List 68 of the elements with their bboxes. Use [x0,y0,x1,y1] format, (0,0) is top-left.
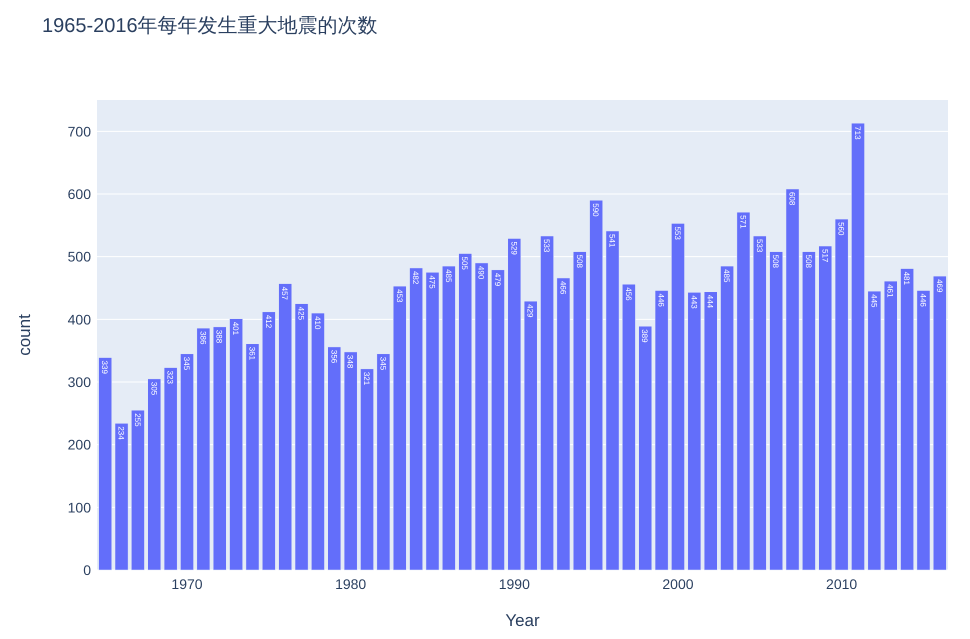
x-tick-label: 1980 [335,576,366,592]
data-label: 339 [100,360,110,374]
data-label: 590 [591,203,600,218]
x-tick-label: 2000 [662,576,694,592]
y-tick-label: 500 [68,248,92,265]
data-label: 388 [214,330,224,344]
data-label: 479 [492,272,502,287]
x-tick-label: 1970 [171,576,203,592]
y-tick-label: 200 [68,436,92,453]
data-label: 482 [411,270,420,285]
data-label: 560 [836,222,846,236]
data-label: 485 [722,269,732,283]
y-axis-title: count [15,314,34,356]
data-label: 461 [886,284,895,298]
data-label: 469 [934,279,944,293]
data-label: 345 [182,356,192,371]
data-label: 571 [738,215,748,230]
data-label: 508 [804,254,813,269]
y-tick-label: 0 [83,562,92,578]
data-label: 401 [231,322,240,336]
data-label: 361 [247,346,256,361]
data-label: 444 [706,294,715,309]
data-label: 389 [640,329,650,344]
data-label: 541 [608,234,617,248]
data-label: 505 [460,256,470,270]
data-label: 348 [346,354,355,369]
data-label: 356 [329,350,338,364]
data-label: 323 [166,370,175,384]
data-label: 443 [689,295,698,310]
y-tick-label: 600 [68,186,92,202]
data-label: 475 [427,275,436,290]
data-label: 508 [574,254,584,269]
chart-title: 1965-2016年每年发生重大地震的次数 [42,15,378,37]
data-label: 456 [624,287,633,302]
data-label: 234 [116,426,126,440]
data-label: 446 [918,294,928,308]
data-label: 508 [771,254,780,269]
data-label: 445 [869,294,878,308]
data-label: 485 [444,269,453,283]
data-label: 446 [656,294,666,308]
data-label: 533 [754,238,764,253]
data-label: 713 [852,126,862,140]
data-label: 429 [526,304,535,318]
x-tick-label: 2010 [826,576,858,592]
data-label: 386 [198,331,208,346]
data-label: 412 [264,314,273,329]
data-label: 481 [902,272,912,286]
x-tick-label: 1990 [498,576,530,592]
data-label: 490 [476,266,486,280]
data-label: 517 [820,249,830,263]
data-label: 529 [509,241,518,256]
data-label: 553 [672,226,682,240]
y-tick-label: 700 [68,123,92,140]
data-label: 425 [296,306,306,321]
data-label: 321 [362,372,372,386]
y-tick-label: 100 [68,499,92,516]
data-label: 466 [558,280,568,295]
data-label: 608 [788,192,797,206]
data-label: 255 [132,413,142,428]
data-label: 533 [542,238,552,253]
data-label: 345 [378,356,388,371]
x-axis-title: Year [505,611,540,630]
data-label: 453 [394,289,404,304]
data-label: 305 [149,382,158,396]
y-tick-label: 300 [68,374,92,390]
data-label: 457 [280,286,290,301]
y-tick-label: 400 [68,311,92,328]
data-label: 410 [312,316,322,330]
